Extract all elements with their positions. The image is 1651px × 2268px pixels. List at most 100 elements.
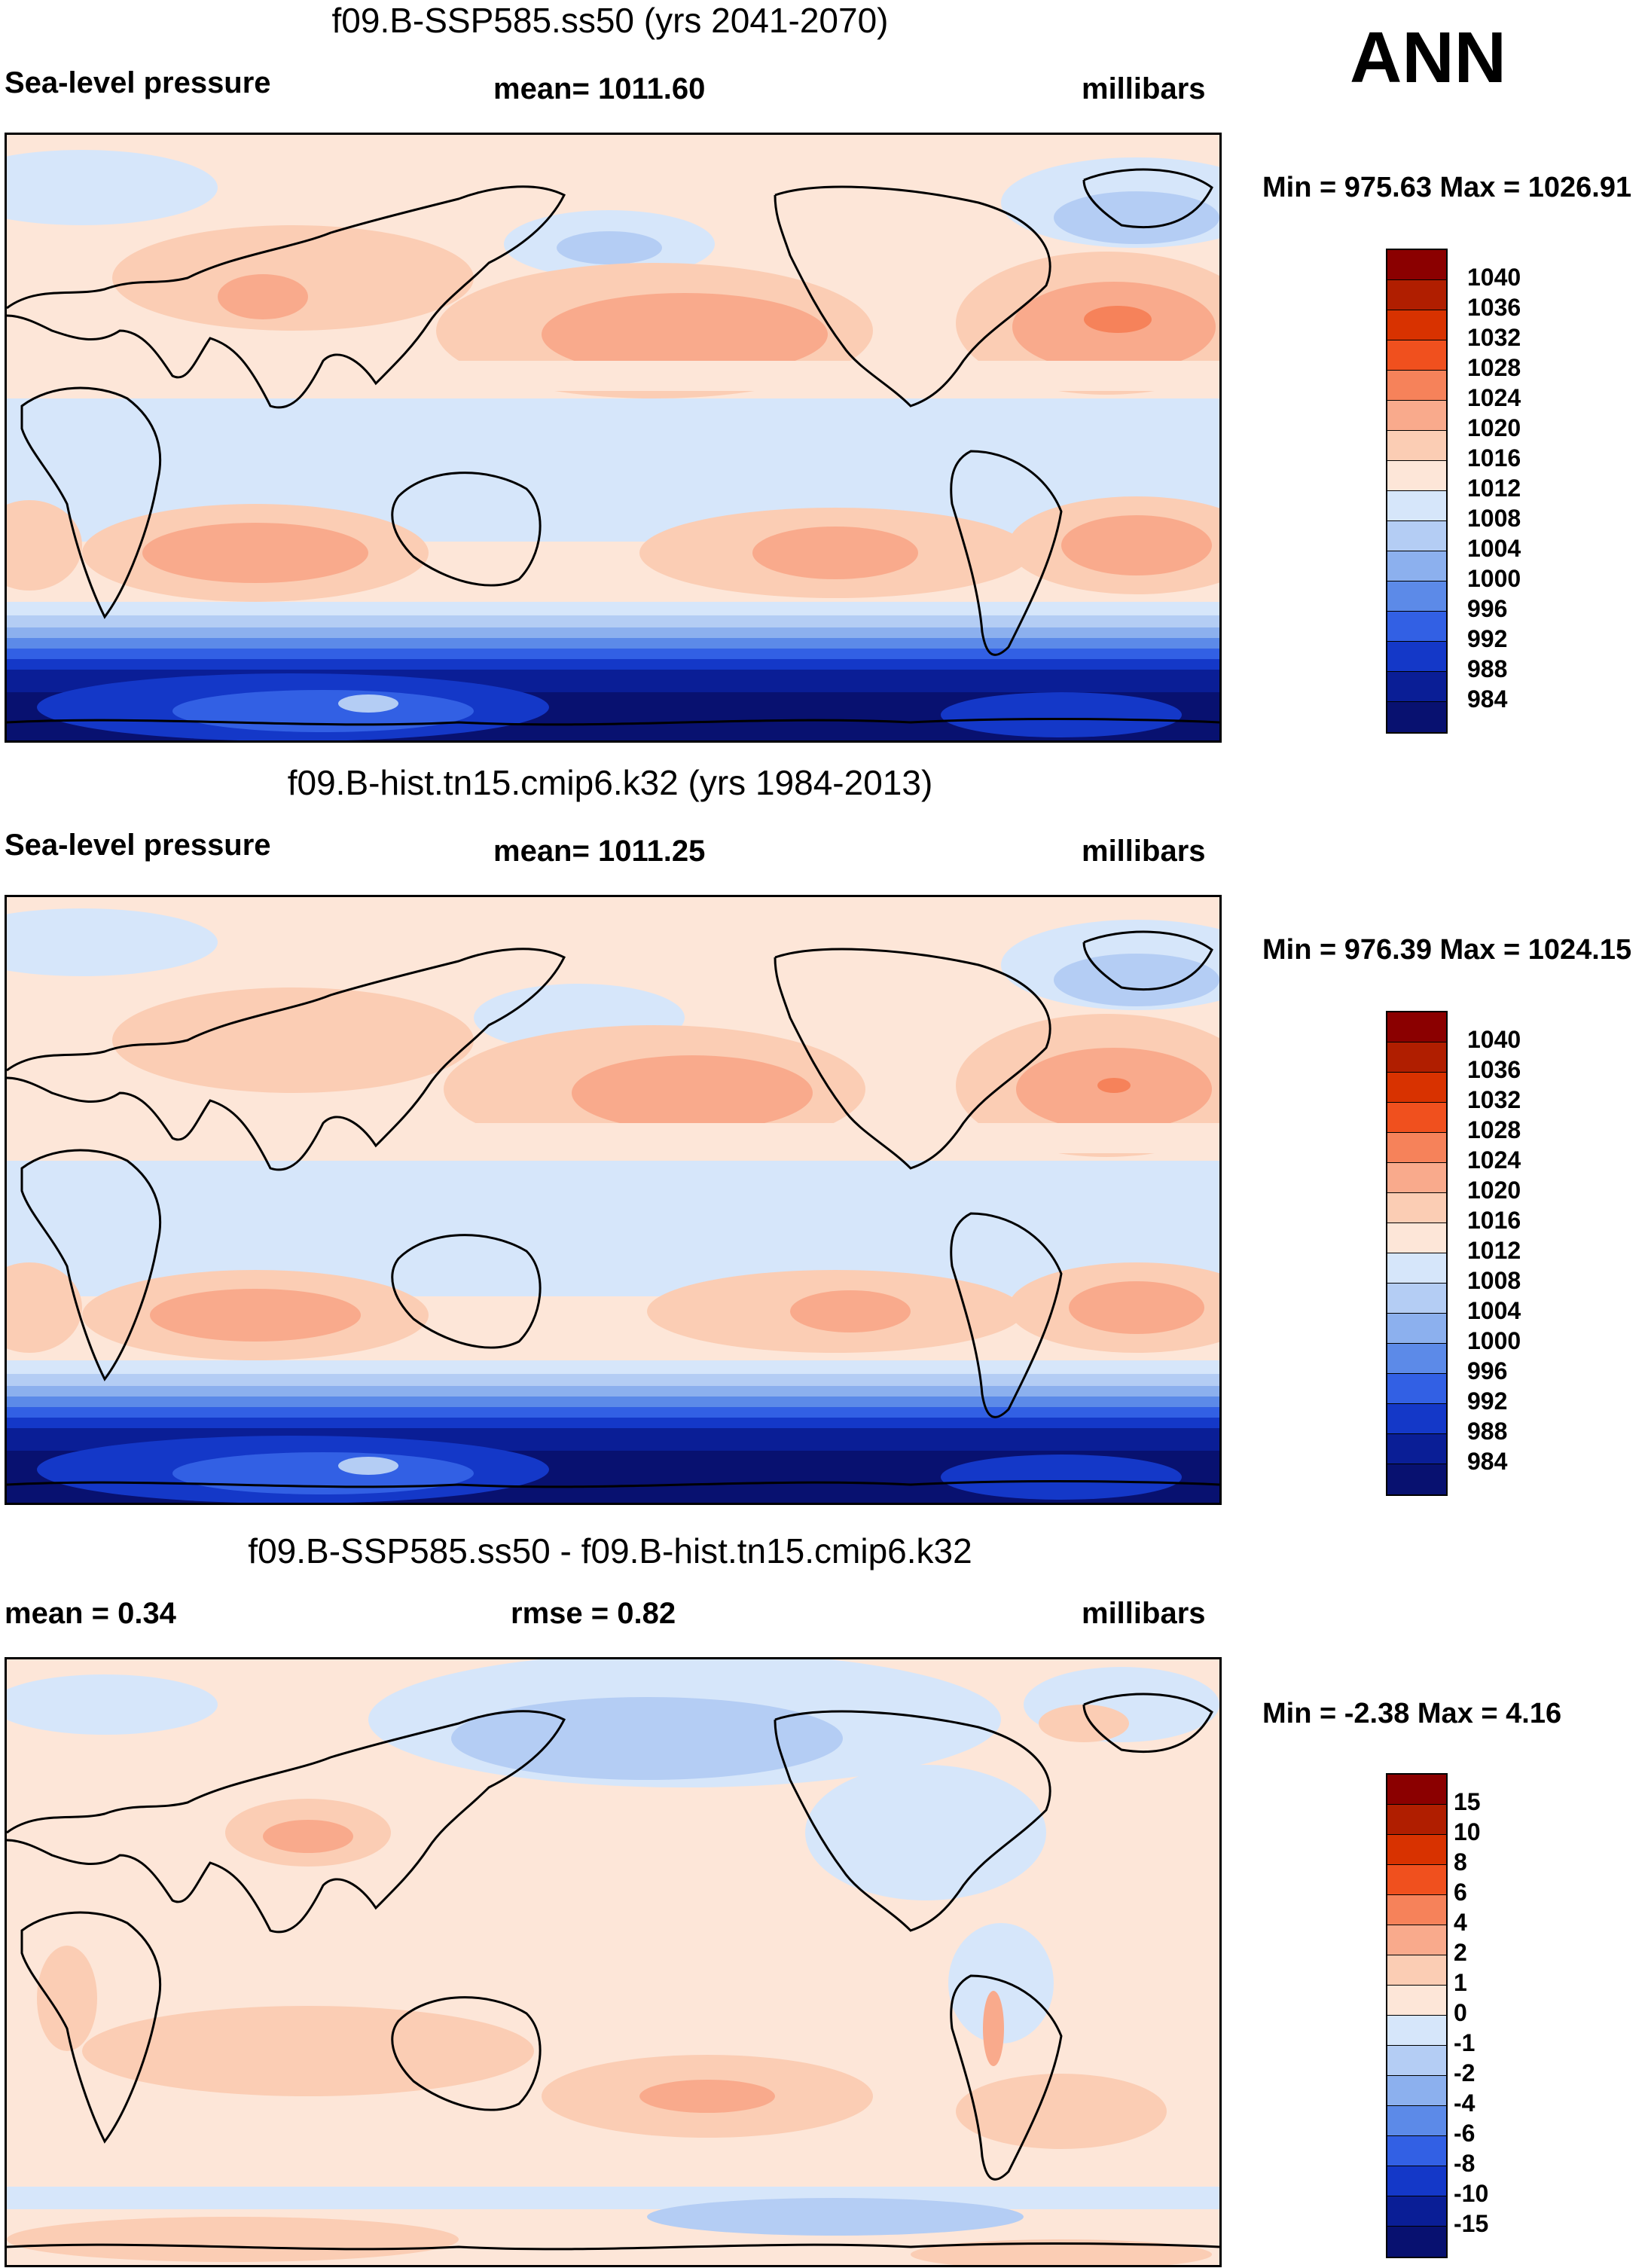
panel2-colorbar-swatch bbox=[1387, 1012, 1446, 1042]
panel1-colorbar-swatch bbox=[1387, 642, 1446, 672]
panel3-colorbar-tick: -2 bbox=[1454, 2059, 1476, 2086]
panel2-colorbar-tick: 1028 bbox=[1467, 1116, 1521, 1143]
panel1-colorbar-tick: 984 bbox=[1467, 685, 1508, 713]
panel1-colorbar-swatch bbox=[1387, 612, 1446, 642]
panel2-colorbar-tick: 1008 bbox=[1467, 1267, 1521, 1294]
panel1-contour-field bbox=[7, 135, 1219, 740]
panel2-minmax: Min = 976.39 Max = 1024.15 bbox=[1262, 934, 1632, 966]
panel1-colorbar-swatch bbox=[1387, 250, 1446, 280]
panel1-units-label: millibars bbox=[1082, 72, 1206, 105]
panel1-colorbar-tick: 1028 bbox=[1467, 354, 1521, 381]
panel1-map bbox=[5, 133, 1222, 743]
panel3-contour-field bbox=[7, 1659, 1219, 2265]
panel3-colorbar-swatch bbox=[1387, 2076, 1446, 2106]
panel3-colorbar-tick: 15 bbox=[1454, 1788, 1481, 1815]
panel2-colorbar-tick: 1020 bbox=[1467, 1177, 1521, 1204]
panel1-colorbar bbox=[1386, 249, 1448, 734]
panel3-colorbar-tick: -1 bbox=[1454, 2029, 1476, 2056]
panel2-colorbar-swatch bbox=[1387, 1284, 1446, 1314]
panel3-mean-label: mean = 0.34 bbox=[5, 1597, 176, 1630]
panel3-colorbar-swatch bbox=[1387, 2106, 1446, 2136]
panel1-colorbar-swatch bbox=[1387, 551, 1446, 581]
panel2-colorbar-swatch bbox=[1387, 1223, 1446, 1253]
panel1-colorbar-swatch bbox=[1387, 340, 1446, 371]
panel3-colorbar-tick: 10 bbox=[1454, 1818, 1481, 1845]
panel2-mean-label: mean= 1011.25 bbox=[493, 835, 706, 868]
panel1-colorbar-swatch bbox=[1387, 461, 1446, 491]
panel2-colorbar-swatch bbox=[1387, 1344, 1446, 1374]
panel3-colorbar-tick: 0 bbox=[1454, 1999, 1467, 2026]
panel3-title: f09.B-SSP585.ss50 - f09.B-hist.tn15.cmip… bbox=[248, 1531, 972, 1571]
panel3-units-label: millibars bbox=[1082, 1597, 1206, 1630]
panel3-colorbar-tick: 1 bbox=[1454, 1969, 1467, 1996]
panel3-colorbar-tick: 4 bbox=[1454, 1909, 1467, 1936]
panel2-colorbar bbox=[1386, 1011, 1448, 1496]
panel1-colorbar-swatch bbox=[1387, 280, 1446, 310]
panel3-colorbar-swatch bbox=[1387, 2016, 1446, 2046]
panel1-colorbar-tick: 1016 bbox=[1467, 444, 1521, 472]
panel3-colorbar-tick: 2 bbox=[1454, 1939, 1467, 1966]
panel2-colorbar-swatch bbox=[1387, 1434, 1446, 1464]
panel1-colorbar-tick: 1004 bbox=[1467, 535, 1521, 562]
panel1-colorbar-tick: 1012 bbox=[1467, 475, 1521, 502]
panel1-colorbar-swatch bbox=[1387, 401, 1446, 431]
panel1-colorbar-tick: 1036 bbox=[1467, 294, 1521, 321]
panel3-colorbar-tick: -8 bbox=[1454, 2150, 1476, 2177]
panel2-colorbar-tick: 1036 bbox=[1467, 1056, 1521, 1083]
panel1-colorbar-tick: 992 bbox=[1467, 625, 1508, 652]
panel2-title: f09.B-hist.tn15.cmip6.k32 (yrs 1984-2013… bbox=[287, 763, 933, 802]
panel1-colorbar-tick: 1020 bbox=[1467, 414, 1521, 441]
panel2-colorbar-swatch bbox=[1387, 1464, 1446, 1494]
panel2-colorbar-tick: 1000 bbox=[1467, 1327, 1521, 1354]
panel1-title: f09.B-SSP585.ss50 (yrs 2041-2070) bbox=[331, 1, 889, 40]
panel3-colorbar-swatch bbox=[1387, 1835, 1446, 1865]
panel1-colorbar-tick: 1008 bbox=[1467, 505, 1521, 532]
panel1-colorbar-tick: 1024 bbox=[1467, 384, 1521, 411]
panel1-colorbar-swatch bbox=[1387, 371, 1446, 401]
panel3-colorbar-swatch bbox=[1387, 1955, 1446, 1986]
panel2-colorbar-tick: 1024 bbox=[1467, 1146, 1521, 1174]
panel2-colorbar-swatch bbox=[1387, 1193, 1446, 1223]
panel1-coastlines bbox=[7, 168, 1219, 726]
panel3-colorbar-swatch bbox=[1387, 1986, 1446, 2016]
panel2-colorbar-swatch bbox=[1387, 1103, 1446, 1133]
panel2-map bbox=[5, 895, 1222, 1505]
panel1-colorbar-tick: 996 bbox=[1467, 595, 1508, 622]
panel1-minmax: Min = 975.63 Max = 1026.91 bbox=[1262, 172, 1632, 203]
panel3-colorbar-swatch bbox=[1387, 1895, 1446, 1925]
panel3-minmax: Min = -2.38 Max = 4.16 bbox=[1262, 1698, 1562, 1729]
panel3-colorbar-tick: 8 bbox=[1454, 1848, 1467, 1876]
panel2-variable-label: Sea-level pressure bbox=[5, 829, 271, 862]
panel2-colorbar-swatch bbox=[1387, 1042, 1446, 1073]
panel2-colorbar-tick: 988 bbox=[1467, 1418, 1508, 1445]
panel3-colorbar-swatch bbox=[1387, 2227, 1446, 2257]
panel3-colorbar bbox=[1386, 1773, 1448, 2258]
panel2-colorbar-swatch bbox=[1387, 1163, 1446, 1193]
panel3-colorbar-swatch bbox=[1387, 1865, 1446, 1895]
panel2-colorbar-tick: 1040 bbox=[1467, 1026, 1521, 1053]
panel3-colorbar-tick: -15 bbox=[1454, 2210, 1489, 2237]
panel2-colorbar-swatch bbox=[1387, 1374, 1446, 1404]
panel1-colorbar-tick: 1032 bbox=[1467, 324, 1521, 351]
panel3-colorbar-swatch bbox=[1387, 2196, 1446, 2227]
panel2-colorbar-swatch bbox=[1387, 1253, 1446, 1284]
panel2-coastlines bbox=[7, 930, 1219, 1488]
panel3-colorbar-swatch bbox=[1387, 2046, 1446, 2076]
panel1-colorbar-swatch bbox=[1387, 431, 1446, 461]
panel1-colorbar-swatch bbox=[1387, 672, 1446, 702]
panel2-colorbar-tick: 1032 bbox=[1467, 1086, 1521, 1113]
panel3-map bbox=[5, 1657, 1222, 2267]
panel1-variable-label: Sea-level pressure bbox=[5, 66, 271, 99]
panel1-colorbar-tick: 1040 bbox=[1467, 264, 1521, 291]
panel1-colorbar-tick: 988 bbox=[1467, 655, 1508, 682]
season-label: ANN bbox=[1350, 17, 1506, 98]
panel2-colorbar-swatch bbox=[1387, 1404, 1446, 1434]
panel3-colorbar-swatch bbox=[1387, 2136, 1446, 2166]
panel1-colorbar-swatch bbox=[1387, 581, 1446, 612]
panel1-colorbar-swatch bbox=[1387, 702, 1446, 732]
panel3-colorbar-tick: -6 bbox=[1454, 2120, 1476, 2147]
panel2-colorbar-tick: 1016 bbox=[1467, 1207, 1521, 1234]
panel2-units-label: millibars bbox=[1082, 835, 1206, 868]
panel2-colorbar-tick: 984 bbox=[1467, 1448, 1508, 1475]
panel3-colorbar-tick: -10 bbox=[1454, 2180, 1489, 2207]
